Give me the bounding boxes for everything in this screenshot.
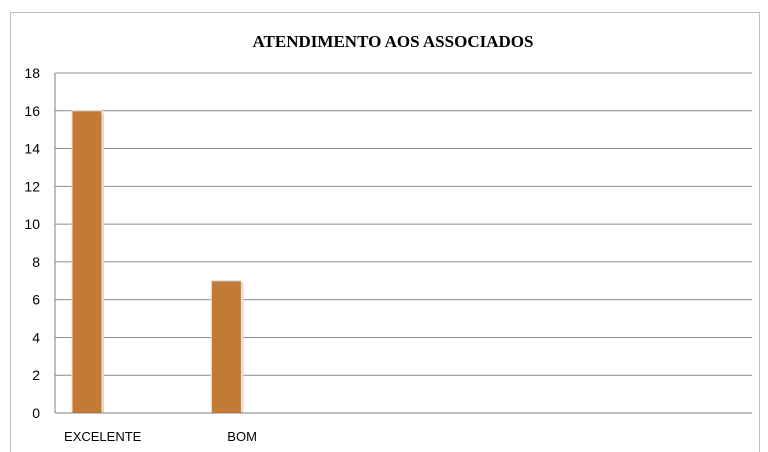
y-tick-label: 8 — [32, 254, 40, 270]
bar — [210, 280, 242, 414]
y-tick-label: 16 — [24, 103, 40, 119]
x-category-label: BOM — [227, 429, 257, 444]
y-tick-label: 6 — [32, 292, 40, 308]
bars — [71, 110, 244, 414]
y-tick-label: 10 — [24, 216, 40, 232]
x-category-label: EXCELENTE — [64, 429, 142, 444]
y-tick-label: 14 — [24, 141, 40, 157]
chart-title: ATENDIMENTO AOS ASSOCIADOS — [253, 32, 534, 51]
gridlines — [55, 72, 752, 376]
y-axis-ticks: 0 2 4 6 8 10 12 14 16 18 — [24, 65, 40, 421]
y-tick-label: 18 — [24, 65, 40, 81]
chart-frame — [10, 12, 760, 452]
y-tick-label: 2 — [32, 367, 40, 383]
y-tick-label: 12 — [24, 178, 40, 194]
x-axis-labels: EXCELENTE BOM — [64, 429, 257, 444]
y-tick-label: 0 — [32, 405, 40, 421]
y-tick-label: 4 — [32, 329, 40, 345]
bar — [71, 110, 103, 414]
